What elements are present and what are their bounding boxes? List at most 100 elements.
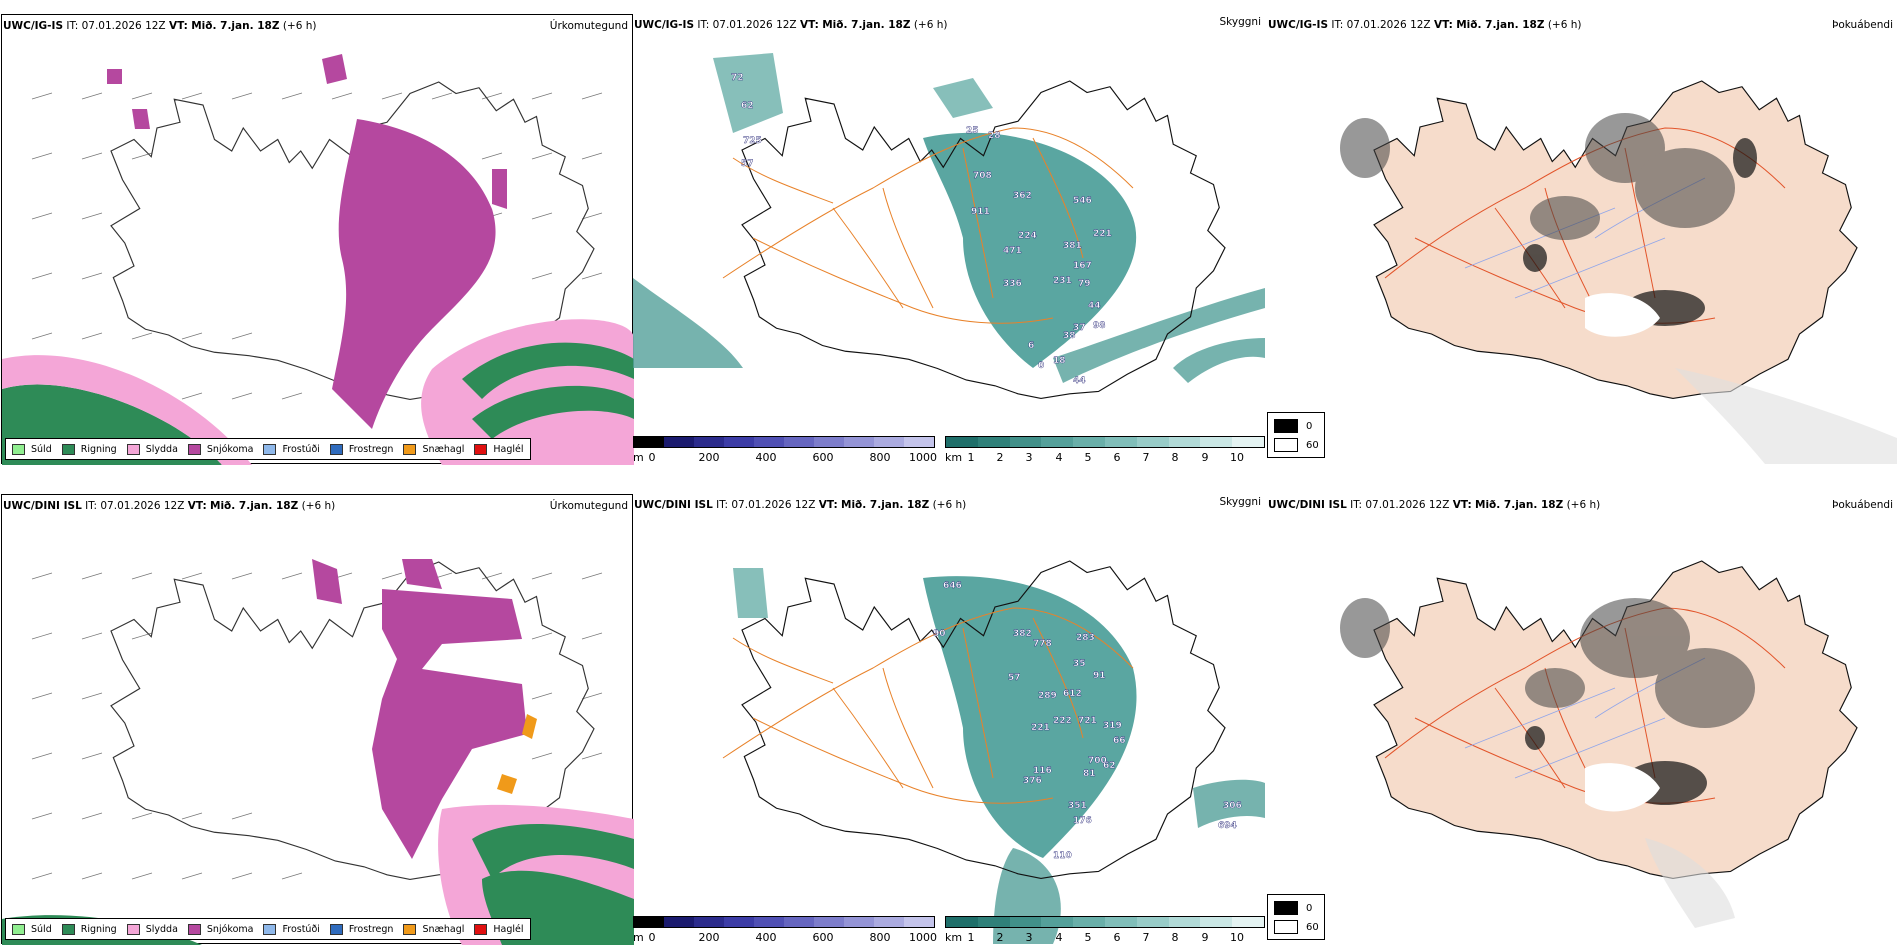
legend-swatch [329,443,343,455]
height-tick: 0 [648,451,656,464]
height-label: 306 [1223,801,1242,811]
height-label: 546 [1073,196,1092,206]
lead-time: (+6 h) [1547,19,1582,31]
panel-title: Úrkomutegund [549,500,628,512]
visibility-tick: 8 [1171,931,1179,944]
legend-item: Súld [12,923,52,935]
valid-time: Mið. 7.jan. 18Z [822,19,911,31]
legend-item: Snæhagl [403,923,464,935]
height-label: 778 [1033,639,1052,649]
init-time: 07.01.2026 12Z [100,500,185,512]
height-label: 700 [1088,756,1107,766]
precip-type-legend: Súld Rigning Slydda Snjókoma Frostúði Fr… [5,438,531,460]
init-time: 07.01.2026 12Z [1365,499,1450,511]
fog-legend-item: 60 [1274,920,1319,934]
legend-swatch [126,443,140,455]
panel-header: UWC/IG-IS IT: 07.01.2026 12Z VT: Mið. 7.… [634,19,948,31]
lead-time: (+6 h) [301,500,336,512]
height-label: 18 [1053,356,1066,366]
height-label: 116 [1033,766,1052,776]
height-label: 6 [1028,341,1034,351]
legend-swatch [126,923,140,935]
visibility-colorbar: km 1 2 3 4 5 6 7 8 9 10 [945,916,1265,944]
lead-time: (+6 h) [932,499,967,511]
valid-time: Mið. 7.jan. 18Z [1475,499,1564,511]
height-unit: m [633,451,644,464]
init-time: 07.01.2026 12Z [81,20,166,32]
legend-item: Frostúði [263,923,320,935]
visibility-panel-row2: UWC/DINI ISL IT: 07.01.2026 12Z VT: Mið.… [633,494,1265,944]
height-label: 283 [1076,633,1095,643]
init-time: 07.01.2026 12Z [731,499,816,511]
height-label: 62 [1103,761,1116,771]
model-name: UWC/IG-IS [3,20,64,32]
fog-swatch [1274,438,1298,452]
fog-legend-row2: 0 60 [1267,894,1325,940]
fog-swatch [1274,901,1298,915]
height-label: 66 [1113,736,1126,746]
visibility-tick: 9 [1201,931,1209,944]
height-label: 376 [1023,776,1042,786]
init-time: 07.01.2026 12Z [712,19,797,31]
height-label: 37 [1073,323,1086,333]
visibility-panel-row1: UWC/IG-IS IT: 07.01.2026 12Z VT: Mið. 7.… [633,14,1265,464]
height-label: 98 [1093,321,1106,331]
height-label: 110 [1053,851,1072,861]
visibility-tick: 6 [1113,931,1121,944]
height-colorbar: m 0 200 400 600 800 1000 [633,436,943,464]
panel-title: Þokuábendi [1832,19,1893,31]
height-label: 38 [1063,331,1076,341]
height-label: 222 [1053,716,1072,726]
legend-item: Snjókoma [187,443,253,455]
height-label: 167 [1073,261,1092,271]
legend-item: Haglél [474,923,524,935]
height-label: 44 [1073,376,1086,386]
visibility-tick: 4 [1055,931,1063,944]
valid-time: Mið. 7.jan. 18Z [210,500,299,512]
height-label: 57 [741,159,754,169]
height-label: 25 [966,126,979,136]
init-time: 07.01.2026 12Z [1346,19,1431,31]
height-label: 231 [1053,276,1072,286]
model-name: UWC/DINI ISL [1268,499,1347,511]
visibility-tick: 1 [967,931,975,944]
visibility-tick: 6 [1113,451,1121,464]
height-tick: 1000 [909,931,937,944]
visibility-tick: 3 [1025,451,1033,464]
height-label: 57 [1008,673,1021,683]
height-label: 725 [743,136,762,146]
legend-swatch [263,923,277,935]
visibility-colorbar-bar [945,436,1265,448]
precip-type-legend: Súld Rigning Slydda Snjókoma Frostúði Fr… [5,918,531,940]
precip-panel-row1: UWC/IG-IS IT: 07.01.2026 12Z VT: Mið. 7.… [1,14,634,465]
panel-title: Þokuábendi [1832,499,1893,511]
legend-swatch [187,443,201,455]
visibility-tick: 10 [1230,451,1244,464]
height-label: 81 [1083,769,1096,779]
panel-header: UWC/DINI ISL IT: 07.01.2026 12Z VT: Mið.… [634,499,967,511]
height-tick: 1000 [909,451,937,464]
legend-swatch [403,923,417,935]
lead-time: (+6 h) [1566,499,1601,511]
height-tick: 0 [648,931,656,944]
legend-item: Snjókoma [187,923,253,935]
height-label: 0 [1038,361,1044,371]
model-name: UWC/DINI ISL [3,500,82,512]
height-label: 289 [1038,691,1057,701]
legend-swatch [61,443,75,455]
height-label: 721 [1078,716,1097,726]
height-label: 44 [1088,301,1101,311]
height-tick: 600 [812,931,834,944]
legend-swatch [12,923,25,935]
legend-item: Frostúði [263,443,320,455]
height-tick: 800 [869,451,891,464]
legend-swatch [61,923,75,935]
height-colorbar-bar [633,436,935,448]
valid-time: Mið. 7.jan. 18Z [191,20,280,32]
height-label: 612 [1063,689,1082,699]
panel-title: Skyggni [1219,16,1262,28]
valid-time: Mið. 7.jan. 18Z [1456,19,1545,31]
fog-legend-row1: 0 60 [1267,412,1325,458]
precip-map [2,559,634,945]
